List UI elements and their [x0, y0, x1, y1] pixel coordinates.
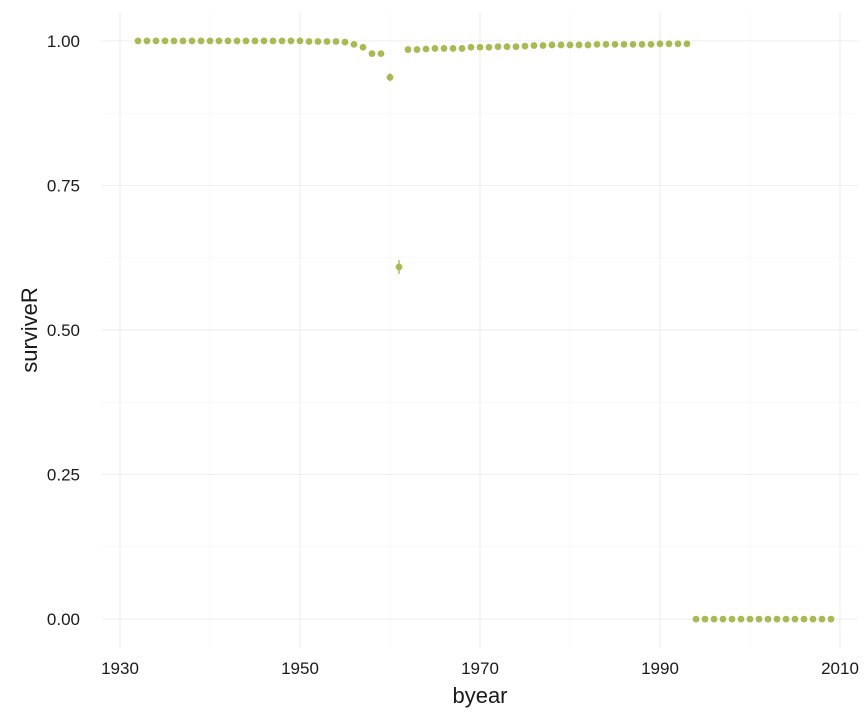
data-point	[359, 43, 367, 51]
data-point	[278, 37, 286, 45]
gridlines	[102, 12, 858, 648]
data-point	[395, 263, 403, 271]
data-point	[548, 41, 556, 49]
data-point	[782, 615, 790, 623]
data-point	[494, 43, 502, 51]
data-point	[152, 37, 160, 45]
y-axis-title: surviveR	[17, 287, 42, 373]
data-point	[710, 615, 718, 623]
data-point	[323, 38, 331, 45]
data-point	[170, 37, 178, 45]
x-tick-label: 1930	[101, 659, 139, 678]
data-point	[638, 40, 646, 48]
data-point	[485, 43, 493, 51]
data-point	[134, 37, 142, 45]
data-point	[197, 37, 205, 45]
data-point	[683, 40, 691, 48]
data-point	[341, 38, 349, 46]
data-point	[620, 40, 628, 48]
x-tick-label: 1990	[641, 659, 679, 678]
data-point	[764, 615, 772, 623]
data-points	[134, 37, 835, 623]
data-point	[530, 42, 538, 49]
data-point	[593, 40, 601, 48]
data-point	[386, 73, 394, 81]
data-point	[791, 615, 799, 623]
y-tick-label: 0.00	[47, 610, 80, 629]
data-point	[269, 37, 277, 45]
y-tick-label: 0.25	[47, 466, 80, 485]
data-point	[377, 50, 385, 58]
data-point	[161, 37, 169, 45]
data-point	[476, 43, 484, 51]
data-point	[827, 615, 835, 623]
data-point	[350, 40, 358, 48]
data-point	[413, 46, 421, 53]
data-point	[422, 45, 430, 53]
data-point	[206, 37, 214, 45]
data-point	[215, 37, 223, 45]
y-axis-ticks: 0.00 0.25 0.50 0.75 1.00	[47, 32, 80, 629]
data-point	[701, 615, 709, 623]
data-point	[800, 615, 808, 623]
data-point	[314, 38, 322, 45]
data-point	[818, 615, 826, 623]
data-point	[503, 43, 511, 51]
data-point	[251, 37, 259, 45]
data-point	[584, 41, 592, 49]
data-point	[566, 41, 574, 49]
data-point	[575, 41, 583, 49]
data-point	[647, 40, 655, 48]
data-point	[692, 615, 700, 623]
data-point	[287, 37, 295, 45]
data-point	[467, 43, 475, 51]
data-point	[431, 45, 439, 52]
data-point	[179, 37, 187, 45]
data-point	[755, 615, 763, 623]
data-point	[602, 40, 610, 48]
y-tick-label: 1.00	[47, 32, 80, 51]
data-point	[224, 37, 232, 45]
data-point	[404, 46, 412, 53]
data-point	[737, 615, 745, 623]
data-point	[719, 615, 727, 623]
data-point	[242, 37, 250, 45]
data-point	[539, 42, 547, 49]
data-point	[557, 41, 565, 49]
data-point	[305, 38, 313, 45]
x-axis-ticks: 1930 1950 1970 1990 2010	[101, 659, 859, 678]
data-point	[674, 40, 682, 48]
data-point	[665, 40, 673, 48]
data-point	[521, 42, 529, 50]
data-point	[332, 38, 340, 45]
y-tick-label: 0.75	[47, 176, 80, 195]
x-tick-label: 2010	[821, 659, 859, 678]
data-point	[746, 615, 754, 623]
data-point	[629, 40, 637, 48]
x-tick-label: 1950	[281, 659, 319, 678]
data-point	[449, 45, 457, 52]
data-point	[611, 40, 619, 48]
x-tick-label: 1970	[461, 659, 499, 678]
data-point	[368, 50, 376, 58]
data-point	[260, 37, 268, 45]
data-point	[773, 615, 781, 623]
data-point	[233, 37, 241, 45]
data-point	[458, 45, 466, 52]
data-point	[188, 37, 196, 45]
data-point	[296, 37, 304, 45]
data-point	[728, 615, 736, 623]
data-point	[440, 45, 448, 52]
y-tick-label: 0.50	[47, 321, 80, 340]
data-point	[656, 40, 664, 48]
data-point	[143, 37, 151, 45]
data-point	[809, 615, 817, 623]
x-axis-title: byear	[452, 683, 507, 708]
data-point	[512, 43, 520, 51]
